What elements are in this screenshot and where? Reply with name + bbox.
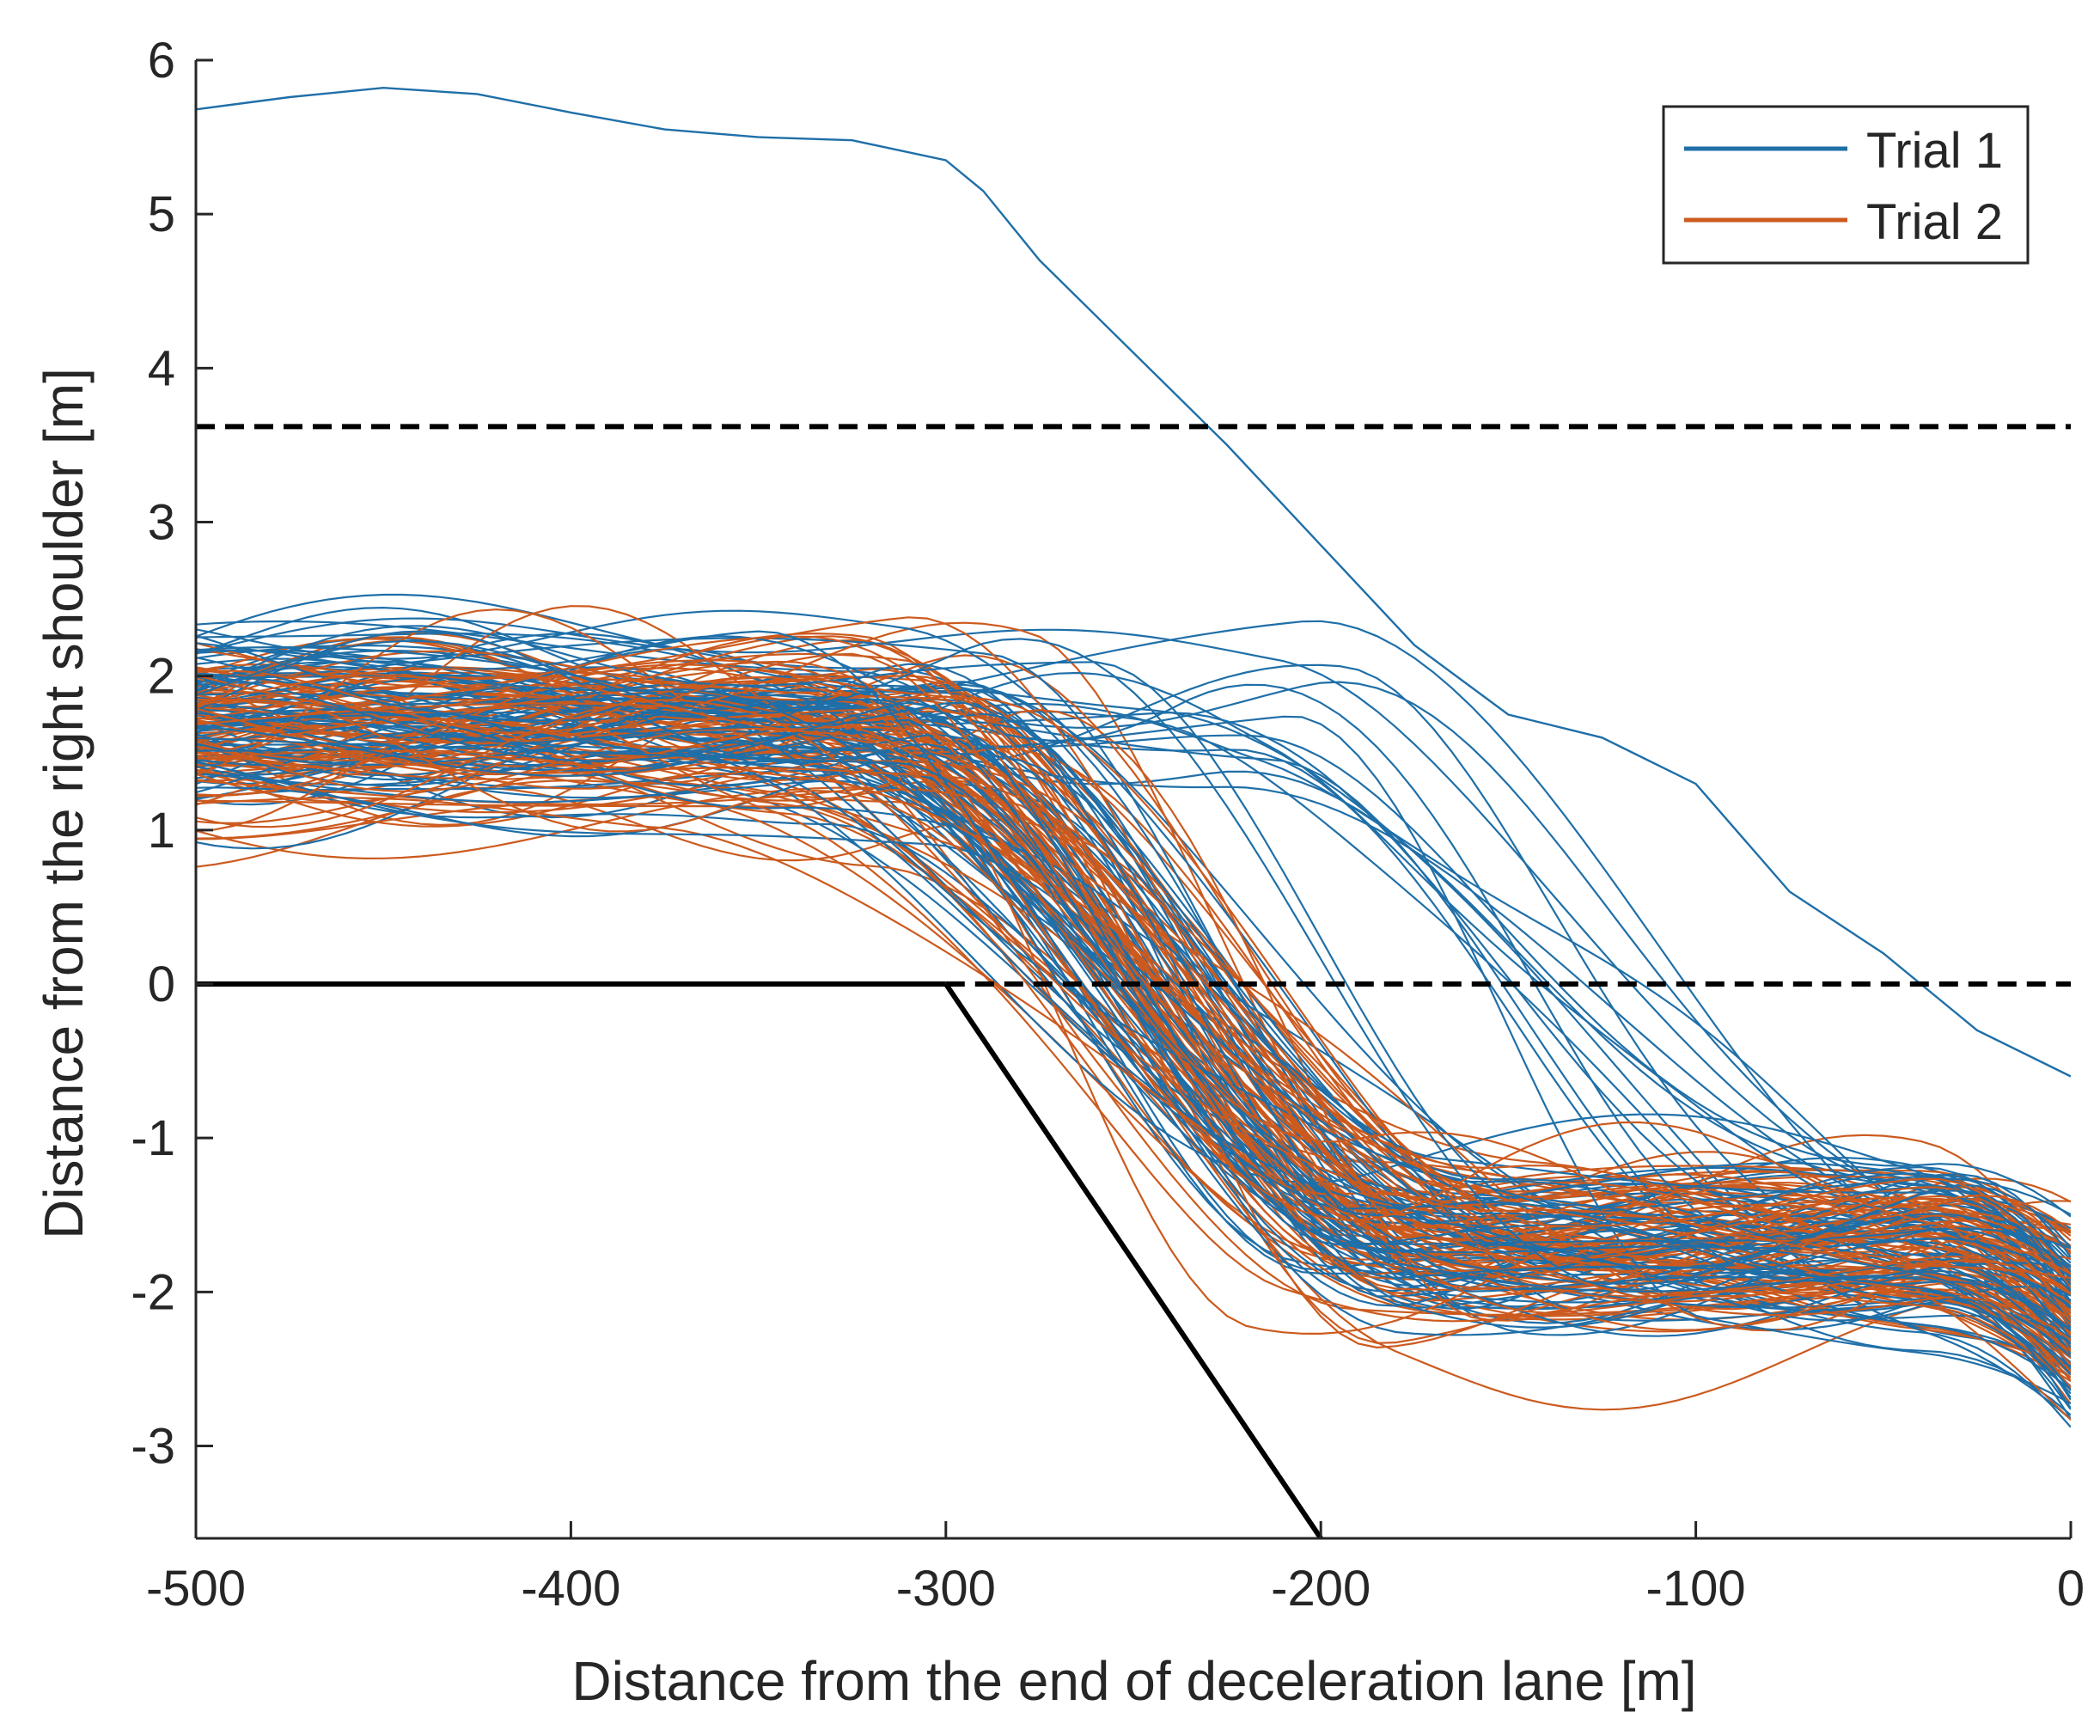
trial-2-trajectory-line — [196, 779, 2071, 1335]
x-tick-label: -300 — [896, 1561, 996, 1617]
legend: Trial 1 Trial 2 — [1662, 105, 2030, 265]
trial-1-outlier-trajectory-line — [196, 86, 2071, 1078]
trial-2-trajectory-line — [196, 698, 2071, 1275]
trial-2-trajectory-line — [196, 699, 2071, 1353]
trial-1-trajectory-line — [196, 649, 2071, 1354]
trial-1-trajectory-line — [196, 637, 2071, 1223]
trajectories-layer — [196, 86, 2071, 1428]
x-tick-label: 0 — [2057, 1561, 2085, 1617]
trial-1-trajectory-line — [196, 625, 2071, 1249]
y-tick-label: 1 — [148, 803, 175, 859]
legend-label-trial-2: Trial 2 — [1866, 194, 2003, 250]
trial-1-trajectory-line — [196, 630, 2071, 1330]
trial-2-trajectory-line — [196, 616, 2071, 1293]
trial-2-trajectory-line — [196, 668, 2071, 1342]
x-axis-label: Distance from the end of deceleration la… — [571, 1650, 1696, 1712]
y-tick-label: 3 — [148, 495, 175, 551]
x-tick-label: -200 — [1271, 1561, 1370, 1617]
taper-line — [943, 982, 1323, 1540]
y-tick-label: -3 — [131, 1419, 175, 1475]
trial-1-trajectory-line — [196, 663, 2071, 1293]
trial-1-trajectory-line — [196, 737, 2071, 1391]
trial-1-trajectory-line — [196, 748, 2071, 1320]
legend-box — [1662, 105, 2030, 265]
trial-2-trajectory-line — [196, 799, 2071, 1359]
trial-2-trajectory-line — [196, 671, 2071, 1358]
y-tick-label: 0 — [148, 957, 175, 1012]
trial-2-trajectory-line — [196, 702, 2071, 1314]
trial-1-trajectory-line — [196, 642, 2071, 1293]
trial-1-trajectory-line — [196, 698, 2071, 1324]
y-axis-label: Distance from the right shoulder [m] — [33, 368, 95, 1239]
y-tick-label: 6 — [148, 33, 175, 89]
trial-1-trajectory-line — [196, 674, 2071, 1409]
trial-2-trajectory-line — [196, 749, 2071, 1317]
trial-1-trajectory-line — [196, 630, 2071, 1286]
trial-2-trajectory-line — [196, 727, 2071, 1391]
y-tick-label: -1 — [131, 1110, 175, 1166]
y-tick-label: -2 — [131, 1264, 175, 1320]
trial-2-trajectory-line — [196, 706, 2071, 1389]
axes: -500 -400 -300 -200 -100 0 -3 -2 -1 0 1 2 3 4 5 6 — [131, 33, 2085, 1617]
y-tick-label: 5 — [148, 186, 175, 242]
x-tick-label: -100 — [1646, 1561, 1746, 1617]
trial-1-trajectory-line — [196, 646, 2071, 1281]
trial-2-trajectory-line — [196, 718, 2071, 1298]
trial-1-trajectory-line — [196, 696, 2071, 1398]
trial-1-trajectory-line — [196, 697, 2071, 1324]
trial-2-trajectory-line — [196, 663, 2071, 1275]
trial-1-trajectory-line — [196, 761, 2071, 1332]
trial-1-trajectory-line — [196, 593, 2071, 1328]
trial-1-trajectory-line — [196, 701, 2071, 1375]
reference-lines-layer — [196, 424, 2071, 1540]
x-tick-label: -400 — [521, 1561, 620, 1617]
trial-1-trajectory-line — [196, 672, 2071, 1279]
x-tick-label: -500 — [146, 1561, 246, 1617]
trial-2-trajectory-line — [196, 717, 2071, 1268]
legend-label-trial-1: Trial 1 — [1866, 123, 2003, 179]
y-tick-label: 2 — [148, 649, 175, 705]
trial-1-trajectory-line — [196, 638, 2071, 1291]
y-tick-label: 4 — [148, 340, 175, 396]
